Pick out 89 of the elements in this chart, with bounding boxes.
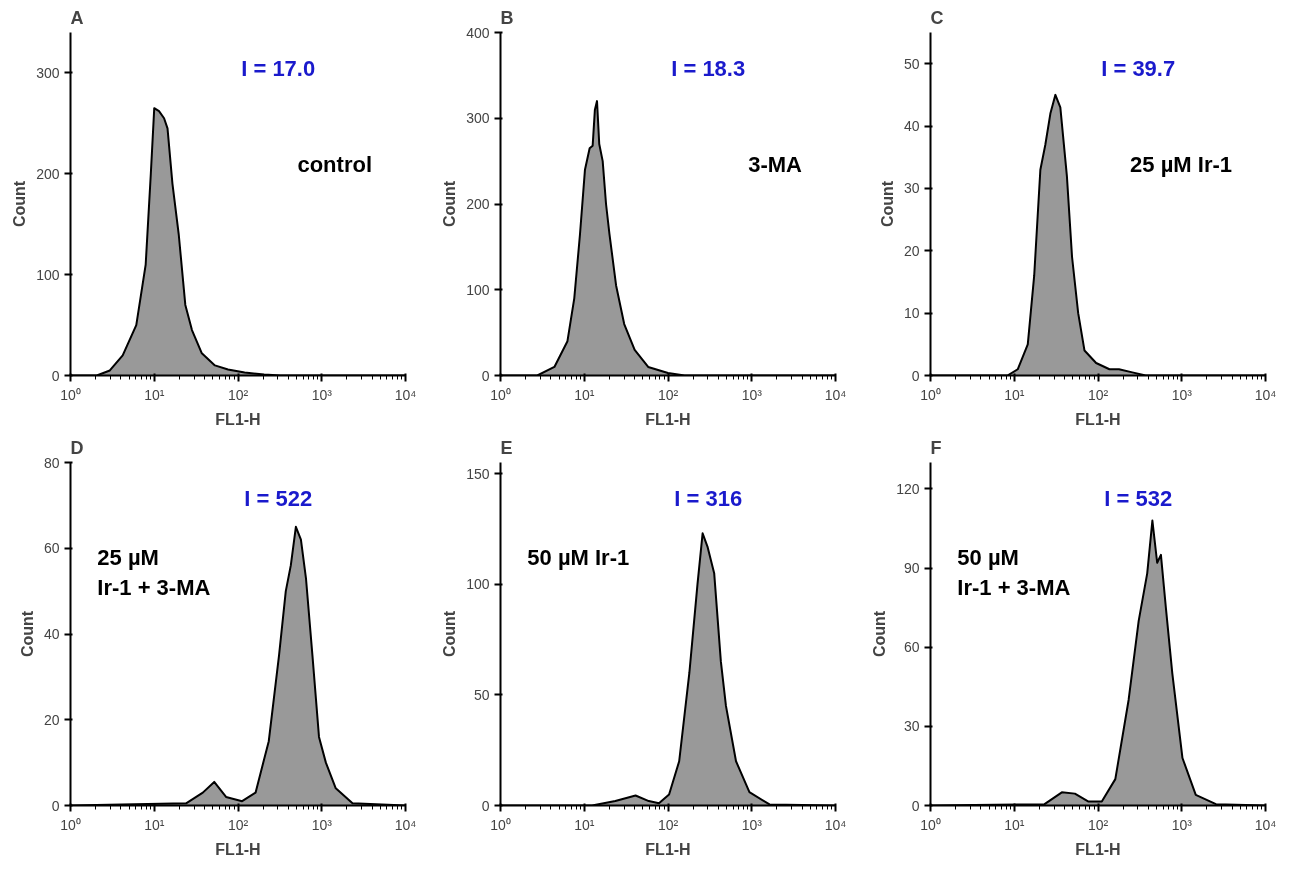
annotation: 50 µM Ir-1 + 3-MA	[957, 544, 1071, 600]
x-tick-label: 10³	[1171, 386, 1193, 403]
y-tick-label: 30	[903, 718, 920, 735]
y-axis-title: Count	[441, 610, 459, 658]
annotation: I = 522	[244, 485, 313, 511]
x-tick-label: 10⁴	[394, 386, 417, 403]
y-tick-label: 0	[911, 367, 920, 384]
x-tick-label: 10⁴	[824, 386, 847, 403]
y-tick-label: 200	[36, 165, 60, 182]
annotation: control	[297, 151, 373, 177]
x-tick-label: 10⁴	[1254, 816, 1277, 833]
x-tick-label: 10¹	[144, 386, 165, 403]
y-tick-label: 120	[896, 480, 920, 497]
x-tick-label: 10⁰	[920, 386, 941, 403]
y-axis-title: Count	[878, 180, 896, 228]
x-tick-label: 10²	[657, 816, 679, 833]
annotation: 25 µM Ir-1	[1130, 151, 1232, 177]
y-tick-label: 50	[903, 55, 920, 72]
y-tick-label: 100	[466, 281, 490, 298]
x-tick-label: 10¹	[574, 386, 595, 403]
y-tick-label: 40	[903, 118, 920, 135]
x-tick-label: 10³	[741, 386, 763, 403]
y-tick-label: 300	[466, 110, 490, 127]
x-axis-title: FL1-H	[645, 840, 691, 858]
x-tick-label: 10⁴	[1254, 386, 1277, 403]
y-tick-label: 150	[466, 465, 490, 482]
x-axis-title: FL1-H	[1075, 840, 1121, 858]
chart-title: E	[500, 437, 513, 458]
y-tick-label: 200	[466, 196, 490, 212]
x-axis-title: FL1-H	[1075, 410, 1121, 428]
y-tick-label: 10	[903, 305, 920, 322]
y-tick-label: 100	[36, 266, 60, 283]
y-tick-label: 400	[466, 24, 490, 41]
x-axis-title: FL1-H	[215, 410, 261, 428]
y-tick-label: 0	[51, 797, 60, 814]
x-tick-label: 10¹	[144, 816, 165, 833]
y-tick-label: 0	[481, 797, 490, 814]
chart-title: A	[70, 7, 84, 28]
y-tick-label: 100	[466, 576, 490, 593]
y-tick-label: 300	[36, 64, 60, 81]
y-tick-label: 0	[911, 797, 920, 814]
y-tick-label: 50	[473, 686, 490, 703]
y-tick-label: 30	[903, 180, 920, 197]
chart-title: B	[500, 7, 514, 28]
y-axis-title: Count	[11, 180, 29, 228]
annotation: 25 µM Ir-1 + 3-MA	[97, 544, 211, 600]
x-tick-label: 10¹	[1004, 816, 1025, 833]
x-tick-label: 10²	[227, 386, 249, 403]
y-tick-label: 40	[43, 626, 60, 642]
x-tick-label: 10⁰	[920, 816, 941, 833]
y-tick-label: 0	[481, 367, 490, 384]
y-tick-label: 20	[903, 242, 920, 259]
x-tick-label: 10³	[311, 816, 333, 833]
x-tick-label: 10¹	[574, 816, 595, 833]
x-tick-label: 10³	[311, 386, 333, 403]
chart-title: D	[70, 437, 84, 458]
y-tick-label: 80	[43, 454, 60, 471]
annotation: I = 316	[674, 485, 743, 511]
annotation: I = 39.7	[1101, 55, 1176, 81]
y-tick-label: 60	[903, 639, 920, 656]
annotation: I = 17.0	[241, 55, 316, 81]
x-tick-label: 10⁰	[60, 816, 81, 833]
x-tick-label: 10³	[741, 816, 763, 833]
y-tick-label: 60	[43, 540, 60, 557]
x-tick-label: 10²	[227, 816, 249, 833]
x-tick-label: 10⁰	[60, 386, 81, 403]
x-axis-title: FL1-H	[645, 410, 691, 428]
x-tick-label: 10²	[657, 386, 679, 403]
chart-title: C	[930, 7, 944, 28]
annotation: I = 532	[1104, 485, 1173, 511]
chart-title: F	[930, 437, 942, 458]
y-axis-title: Count	[871, 610, 889, 658]
y-axis-title: Count	[18, 610, 36, 658]
annotation: 50 µM Ir-1	[527, 544, 630, 570]
y-tick-label: 20	[43, 711, 60, 728]
x-tick-label: 10⁴	[824, 816, 847, 833]
x-tick-label: 10²	[1087, 816, 1109, 833]
x-axis-title: FL1-H	[215, 840, 261, 858]
y-tick-label: 0	[51, 367, 60, 384]
x-tick-label: 10²	[1087, 386, 1109, 403]
x-tick-label: 10⁴	[394, 816, 417, 833]
y-axis-title: Count	[441, 180, 459, 228]
y-tick-label: 90	[903, 560, 920, 577]
x-tick-label: 10¹	[1004, 386, 1025, 403]
annotation: I = 18.3	[671, 55, 746, 81]
x-tick-label: 10⁰	[490, 816, 511, 833]
annotation: 3-MA	[748, 151, 803, 177]
x-tick-label: 10⁰	[490, 386, 511, 403]
x-tick-label: 10³	[1171, 816, 1193, 833]
